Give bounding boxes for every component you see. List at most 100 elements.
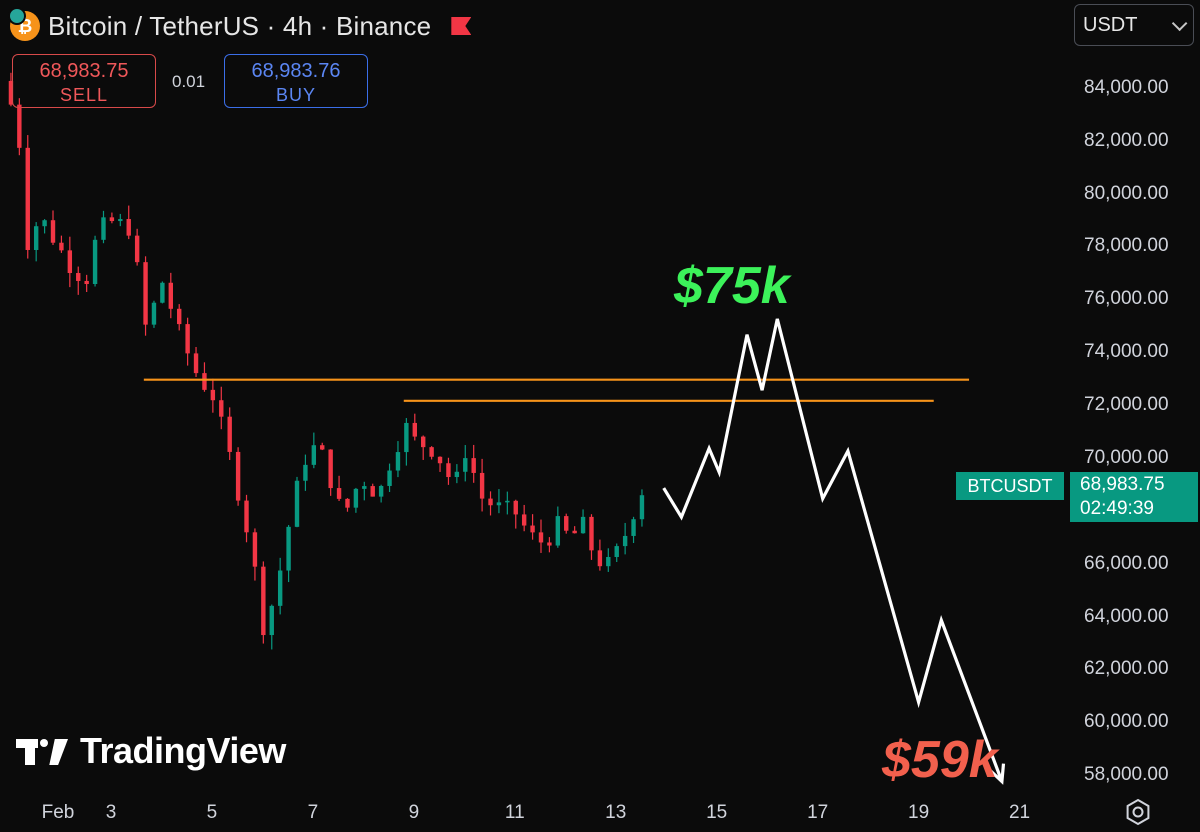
candle-body <box>33 226 39 250</box>
candle-body <box>294 480 300 527</box>
arrow-head-icon <box>987 763 1006 785</box>
tether-icon <box>8 7 26 25</box>
candle-body <box>168 282 173 309</box>
candle-body <box>76 273 81 281</box>
candle-body <box>67 250 73 274</box>
candle-body <box>589 516 594 551</box>
candle-body <box>631 519 636 536</box>
candle-body <box>362 486 367 489</box>
candle-body <box>101 217 106 240</box>
y-tick-label: 60,000.00 <box>1084 711 1169 733</box>
x-tick-label: Feb <box>41 802 75 823</box>
candle-body <box>244 500 249 533</box>
candle-body <box>277 570 283 606</box>
tradingview-text: TradingView <box>80 730 286 771</box>
candle-body <box>555 516 561 546</box>
candle-body <box>622 535 628 547</box>
candle-body <box>437 456 443 464</box>
y-tick-label: 76,000.00 <box>1084 288 1169 310</box>
candle-body <box>572 530 577 534</box>
candle-body <box>454 471 460 478</box>
candle-body <box>269 605 274 636</box>
candle-body <box>488 498 493 506</box>
candle-body <box>219 400 224 417</box>
candle-body <box>370 486 375 497</box>
sell-button[interactable]: 68,983.75 SELL <box>12 54 156 108</box>
candle-body <box>530 525 535 533</box>
candle-body <box>25 147 30 250</box>
sell-price: 68,983.75 <box>39 60 129 82</box>
candle-body <box>210 389 216 401</box>
candle-body <box>328 449 333 489</box>
candle-body <box>614 546 619 557</box>
candle-body <box>109 217 115 222</box>
candle-body <box>59 242 64 251</box>
settings-icon[interactable] <box>1124 798 1152 826</box>
x-tick-label: 5 <box>206 802 218 823</box>
last-price: 68,983.75 <box>1080 474 1165 495</box>
target-low-annotation: $59k <box>882 731 998 789</box>
candle-body <box>639 495 645 520</box>
candle-body <box>227 416 232 452</box>
y-tick-label: 74,000.00 <box>1084 341 1169 363</box>
candle-body <box>547 542 552 546</box>
y-tick-label: 78,000.00 <box>1084 235 1169 257</box>
currency-select[interactable]: USDT <box>1074 4 1194 46</box>
candle-body <box>177 308 182 325</box>
candle-body <box>429 447 434 457</box>
chevron-down-icon <box>1171 15 1188 31</box>
sell-label: SELL <box>59 85 109 105</box>
candle-body <box>50 220 56 243</box>
candle-body <box>421 436 426 448</box>
y-tick-label: 70,000.00 <box>1084 446 1169 468</box>
candle-body <box>185 324 190 354</box>
projection-path[interactable] <box>662 318 1004 783</box>
candle-body <box>42 220 47 227</box>
candle-body <box>471 458 476 473</box>
x-tick-label: 13 <box>605 802 627 823</box>
candle-body <box>84 280 89 285</box>
candle-body <box>446 463 451 478</box>
x-tick-label: 17 <box>807 802 829 823</box>
candle-body <box>8 80 14 105</box>
x-tick-label: 11 <box>504 802 525 823</box>
candle-body <box>496 502 502 506</box>
candle-body <box>345 498 350 508</box>
currency-value: USDT <box>1083 13 1138 36</box>
bitcoin-icon: ₿ <box>8 7 40 41</box>
symbol-badge: BTCUSDT <box>956 472 1064 500</box>
candle-body <box>597 550 603 567</box>
candle-body <box>513 500 518 515</box>
bar-countdown: 02:49:39 <box>1080 498 1154 519</box>
y-tick-label: 66,000.00 <box>1084 552 1169 574</box>
candle-body <box>387 470 392 486</box>
x-tick-label: 15 <box>706 802 728 823</box>
candle-body <box>160 282 165 303</box>
candle-body <box>235 451 241 501</box>
candle-body <box>505 500 510 503</box>
y-tick-label: 82,000.00 <box>1084 129 1169 151</box>
x-tick-label: 3 <box>105 802 117 823</box>
candle-body <box>126 219 131 236</box>
candle-body <box>286 526 291 571</box>
buy-button[interactable]: 68,983.76 BUY <box>224 54 368 108</box>
resistance-levels <box>143 378 970 402</box>
candle-body <box>395 452 401 471</box>
candle-body <box>193 353 199 374</box>
candle-body <box>412 422 417 437</box>
buy-price: 68,983.76 <box>251 60 341 82</box>
flag-icon[interactable] <box>451 17 472 35</box>
target-high-annotation: $75k <box>674 257 790 315</box>
last-price-badge: 68,983.75 02:49:39 <box>1070 472 1198 522</box>
chart-header: ₿ Bitcoin / TetherUS · 4h · Binance <box>8 6 472 46</box>
candle-body <box>606 556 611 567</box>
candle-body <box>151 302 157 325</box>
y-tick-label: 62,000.00 <box>1084 658 1169 680</box>
candle-body <box>404 422 409 453</box>
tradingview-logo[interactable]: TradingView <box>16 730 286 772</box>
spread-value: 0.01 <box>172 72 206 91</box>
candles-layer <box>8 72 645 650</box>
candle-body <box>320 445 325 450</box>
buy-label: BUY <box>275 85 316 105</box>
